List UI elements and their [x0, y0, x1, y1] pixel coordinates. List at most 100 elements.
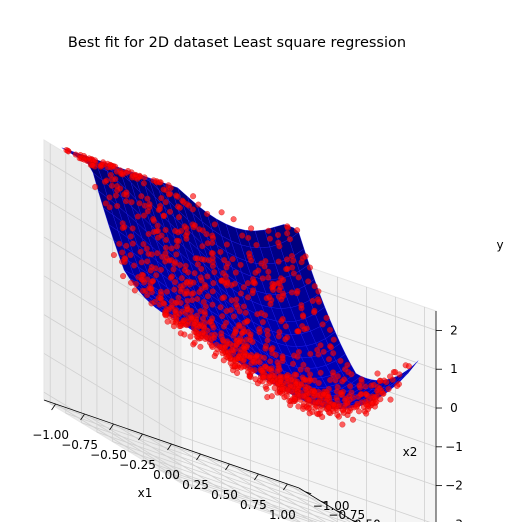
data-point	[262, 258, 269, 265]
data-point	[191, 339, 198, 346]
data-point	[127, 233, 134, 240]
data-point	[223, 241, 230, 248]
data-point	[227, 306, 234, 314]
data-point	[282, 323, 289, 330]
grid-line-z	[43, 391, 182, 476]
data-point	[325, 385, 332, 393]
data-point	[345, 369, 352, 376]
data-point	[134, 213, 141, 220]
data-point	[171, 279, 179, 286]
data-point	[302, 386, 309, 393]
data-point	[269, 284, 276, 291]
data-point	[103, 177, 110, 184]
data-point	[129, 240, 136, 247]
data-point	[347, 383, 354, 390]
grid-line-y	[127, 450, 336, 522]
data-point	[201, 281, 208, 289]
data-point	[291, 396, 298, 403]
data-point	[173, 243, 181, 250]
data-point	[165, 182, 172, 189]
data-point	[170, 266, 177, 273]
data-point	[377, 378, 384, 385]
data-point	[123, 169, 130, 176]
data-point	[330, 350, 337, 357]
data-point	[344, 361, 351, 369]
data-point	[264, 337, 271, 344]
data-point	[175, 294, 182, 301]
grid-line-y	[174, 478, 300, 522]
data-point	[145, 250, 152, 257]
data-point	[144, 292, 151, 299]
data-point	[153, 272, 160, 279]
data-point	[317, 369, 324, 376]
data-point	[171, 286, 178, 293]
y-tick-label: −0.50	[344, 518, 381, 522]
data-point	[356, 382, 363, 389]
data-point	[259, 368, 266, 375]
x-tick-label: 0.00	[153, 468, 180, 482]
data-point	[203, 231, 210, 238]
data-point	[294, 227, 301, 234]
x-axis-title: x1	[138, 486, 153, 500]
data-point	[219, 313, 226, 320]
data-point	[268, 346, 275, 353]
data-point	[228, 297, 235, 304]
data-point	[268, 367, 275, 374]
data-point	[144, 276, 151, 283]
data-point	[243, 318, 250, 325]
data-point	[166, 190, 174, 198]
data-point	[279, 315, 286, 323]
data-point	[163, 288, 170, 295]
data-point	[144, 195, 151, 202]
data-point	[197, 274, 204, 281]
data-point	[180, 317, 187, 324]
data-point	[311, 283, 318, 290]
x-tick-label: −0.25	[119, 458, 156, 472]
data-point	[233, 301, 240, 308]
data-point	[141, 202, 148, 209]
data-point	[304, 366, 311, 373]
data-point	[108, 182, 115, 189]
data-point	[218, 209, 225, 216]
data-point	[317, 342, 324, 349]
data-point	[177, 299, 184, 306]
data-point	[241, 352, 248, 359]
data-point	[252, 269, 259, 276]
data-point	[259, 319, 266, 326]
data-point	[362, 383, 369, 390]
data-point	[314, 392, 321, 399]
data-point	[211, 352, 218, 360]
data-point	[249, 290, 256, 297]
data-point	[187, 333, 194, 340]
data-point	[81, 156, 88, 163]
data-point	[159, 253, 166, 260]
data-point	[221, 279, 229, 287]
data-point	[120, 273, 127, 280]
data-point	[230, 216, 237, 223]
data-point	[265, 227, 272, 234]
data-point	[131, 262, 138, 269]
data-point	[247, 366, 254, 373]
x-tick-mark	[167, 443, 172, 451]
data-point	[144, 258, 151, 265]
data-point	[265, 274, 272, 281]
data-point	[211, 221, 218, 228]
data-point	[145, 230, 152, 238]
data-point	[274, 368, 281, 375]
data-point	[240, 284, 247, 291]
data-point	[373, 393, 380, 400]
data-point	[277, 284, 284, 291]
data-point	[242, 309, 249, 316]
data-point	[293, 371, 300, 378]
data-point	[154, 250, 161, 257]
data-point	[262, 345, 269, 352]
data-point	[194, 261, 201, 268]
data-point	[160, 186, 167, 193]
data-point	[264, 331, 271, 338]
x-tick-label: −0.75	[61, 438, 98, 452]
data-point	[140, 212, 148, 219]
grid-line-z	[180, 474, 318, 522]
data-point	[309, 297, 316, 304]
data-point	[250, 358, 257, 365]
data-point	[102, 200, 109, 207]
